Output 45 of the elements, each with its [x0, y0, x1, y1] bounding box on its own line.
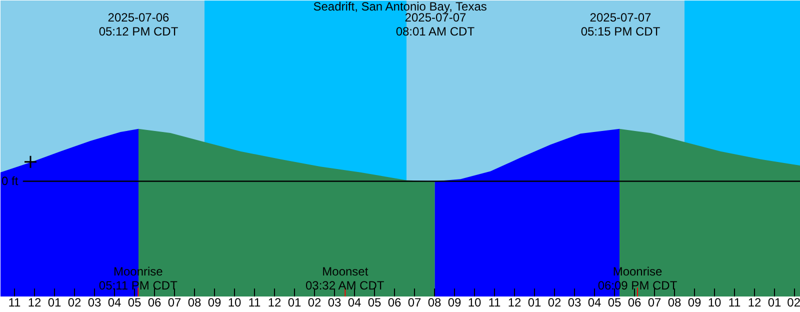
x-tick-label: 01	[48, 296, 62, 310]
x-tick-label: 10	[468, 296, 482, 310]
x-tick-label: 12	[268, 296, 282, 310]
x-tick-label: 04	[108, 296, 122, 310]
chart-title: Seadrift, San Antonio Bay, Texas	[313, 0, 487, 14]
x-tick-label: 02	[787, 296, 800, 310]
x-tick-label: 04	[588, 296, 602, 310]
x-tick-label: 03	[328, 296, 342, 310]
x-tick-label: 01	[768, 296, 782, 310]
ref-line-label: 0 ft	[2, 174, 19, 188]
x-tick-label: 02	[68, 296, 82, 310]
x-tick-label: 11	[8, 296, 22, 310]
x-tick-label: 07	[408, 296, 422, 310]
text: 2025-07-06 05:12 PM CDT	[98, 10, 179, 38]
x-tick-label: 05	[608, 296, 622, 310]
x-tick-label: 07	[168, 296, 182, 310]
x-tick-label: 06	[148, 296, 162, 310]
x-tick-label: 11	[488, 296, 502, 310]
x-tick-label: 09	[208, 296, 222, 310]
x-tick-label: 08	[188, 296, 202, 310]
x-tick-label: 06	[388, 296, 402, 310]
x-tick-label: 01	[528, 296, 542, 310]
x-tick-label: 09	[688, 296, 702, 310]
x-tick-label: 03	[568, 296, 582, 310]
x-tick-label: 09	[448, 296, 462, 310]
x-tick-label: 02	[308, 296, 322, 310]
x-tick-label: 10	[708, 296, 722, 310]
x-tick-label: 10	[228, 296, 242, 310]
x-tick-label: 11	[728, 296, 742, 310]
x-tick-label: 06	[628, 296, 642, 310]
x-tick-label: 04	[348, 296, 362, 310]
x-tick-label: 03	[88, 296, 102, 310]
x-tick-label: 12	[28, 296, 42, 310]
x-tick-label: 08	[668, 296, 682, 310]
ref-line-label: Moonset 03:32 AM CDT	[305, 264, 385, 292]
text: 2025-07-07 05:15 PM CDT	[580, 10, 661, 38]
x-tick-label: 05	[128, 296, 142, 310]
x-tick-label: 01	[288, 296, 302, 310]
x-tick-label: 02	[548, 296, 562, 310]
x-tick-label: 07	[648, 296, 662, 310]
x-tick-label: 12	[748, 296, 762, 310]
x-tick-label: 05	[368, 296, 382, 310]
x-tick-label: 08	[428, 296, 442, 310]
x-tick-label: 11	[248, 296, 262, 310]
x-tick-label: 12	[508, 296, 522, 310]
